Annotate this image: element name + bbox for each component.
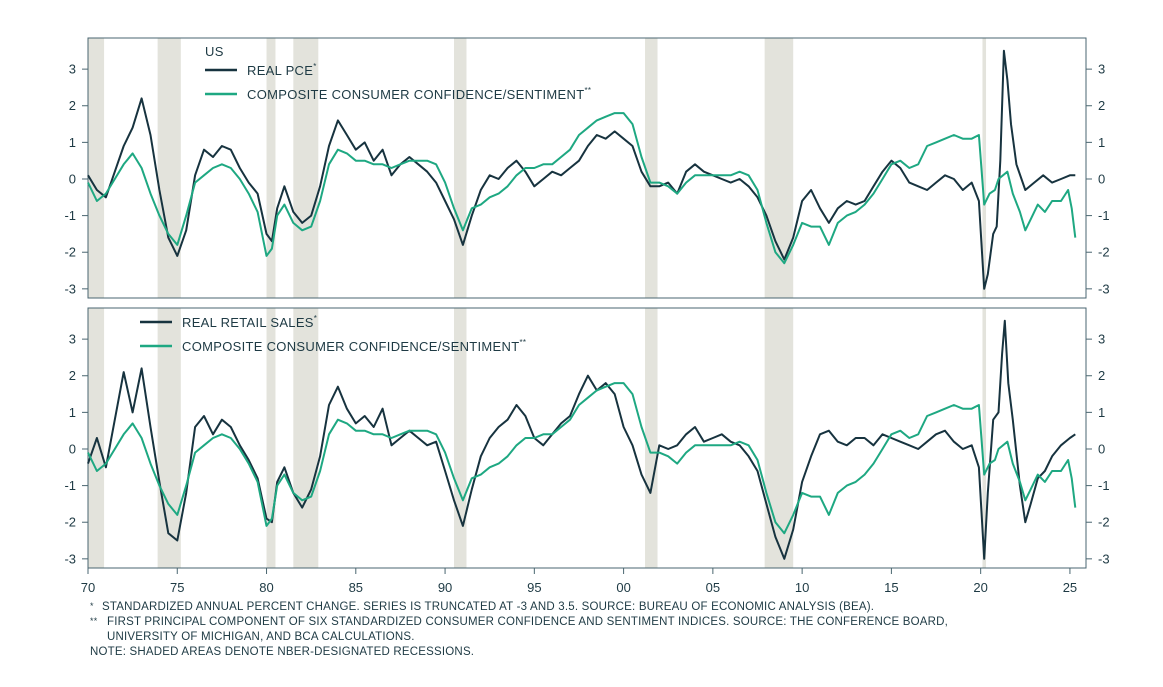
series-line-sentiment <box>87 112 1077 265</box>
legend-label-0: REAL RETAIL SALES* <box>182 314 317 330</box>
x-tick-label: 70 <box>81 580 95 595</box>
series-line-primary <box>87 49 1076 290</box>
y-tick-label-left: 2 <box>69 368 76 383</box>
footnotes: * STANDARDIZED ANNUAL PERCENT CHANGE. SE… <box>90 600 1090 660</box>
y-tick-label-right: 1 <box>1098 405 1105 420</box>
y-tick-label-right: 3 <box>1098 332 1105 347</box>
y-tick-label-left: -2 <box>64 515 76 530</box>
x-tick-label: 15 <box>884 580 898 595</box>
x-tick-label: 85 <box>349 580 363 595</box>
footnote-1: * STANDARDIZED ANNUAL PERCENT CHANGE. SE… <box>90 600 1090 615</box>
footnote-2-text-cont: UNIVERSITY OF MICHIGAN, AND BCA CALCULAT… <box>107 631 415 643</box>
recession-band-5 <box>645 38 658 298</box>
y-tick-label-right: -1 <box>1098 208 1110 223</box>
recession-band-3 <box>293 308 319 568</box>
plot-frame <box>87 307 1087 569</box>
footnote-1-text: STANDARDIZED ANNUAL PERCENT CHANGE. SERI… <box>102 601 875 613</box>
footnote-3: NOTE: SHADED AREAS DENOTE NBER-DESIGNATE… <box>90 645 1090 660</box>
y-tick-label-right: -3 <box>1098 551 1110 566</box>
recession-band-2 <box>266 308 276 568</box>
recession-band-6 <box>764 308 794 568</box>
x-tick-label: 75 <box>170 580 184 595</box>
y-tick-label-right: -3 <box>1098 281 1110 296</box>
y-tick-label-left: 1 <box>69 405 76 420</box>
y-tick-label-left: -1 <box>64 208 76 223</box>
footnote-3-text: NOTE: SHADED AREAS DENOTE NBER-DESIGNATE… <box>90 646 475 658</box>
x-tick-label: 00 <box>616 580 630 595</box>
y-tick-label-right: -2 <box>1098 245 1110 260</box>
recession-band-7 <box>982 38 987 298</box>
y-tick-label-left: -3 <box>64 281 76 296</box>
y-tick-label-right: 0 <box>1098 171 1105 186</box>
y-tick-label-left: 0 <box>69 441 76 456</box>
y-tick-label-left: -2 <box>64 245 76 260</box>
y-tick-label-right: 3 <box>1098 62 1105 77</box>
y-tick-label-left: 3 <box>69 332 76 347</box>
recession-band-4 <box>453 308 467 568</box>
recession-band-2 <box>266 38 276 298</box>
x-tick-label: 95 <box>527 580 541 595</box>
recession-band-5 <box>645 308 658 568</box>
recession-band-4 <box>453 38 467 298</box>
y-tick-label-left: 0 <box>69 171 76 186</box>
series-line-primary <box>87 319 1076 560</box>
footnote-2-continued: UNIVERSITY OF MICHIGAN, AND BCA CALCULAT… <box>90 630 1090 645</box>
footnote-2-mark: ** <box>90 616 98 626</box>
y-tick-label-right: 2 <box>1098 98 1105 113</box>
recession-band-0 <box>88 38 105 298</box>
y-tick-label-left: -1 <box>64 478 76 493</box>
x-tick-label: 10 <box>795 580 809 595</box>
x-axis: 70 75 80 85 90 95 00 05 10 15 20 25 <box>81 568 1077 595</box>
legend-marker-1: ** <box>519 338 526 347</box>
y-tick-label-right: 1 <box>1098 135 1105 150</box>
recession-band-1 <box>157 38 181 298</box>
legend-marker-0: * <box>314 314 317 323</box>
legend-marker-0: * <box>313 62 316 71</box>
panel-title: US <box>205 44 224 59</box>
x-tick-label: 25 <box>1063 580 1077 595</box>
recession-band-6 <box>764 38 794 298</box>
y-tick-label-right: -2 <box>1098 515 1110 530</box>
top-panel: -3 -3 -2 -2 -1 -1 0 0 1 1 2 2 3 3 US REAL PCE* COMPOSITE… <box>64 37 1110 299</box>
plot-frame <box>87 37 1087 299</box>
y-tick-label-left: -3 <box>64 551 76 566</box>
y-tick-label-right: 0 <box>1098 441 1105 456</box>
legend-marker-1: ** <box>584 86 591 95</box>
series-line-sentiment <box>87 382 1077 535</box>
x-tick-label: 05 <box>706 580 720 595</box>
x-tick-label: 80 <box>259 580 273 595</box>
footnote-2-text: FIRST PRINCIPAL COMPONENT OF SIX STANDAR… <box>107 616 949 628</box>
bottom-panel: -3 -3 -2 -2 -1 -1 0 0 1 1 2 2 3 3 REAL RETAIL SALES* CO… <box>64 307 1110 569</box>
recession-band-3 <box>293 38 319 298</box>
x-tick-label: 90 <box>438 580 452 595</box>
x-tick-label: 20 <box>973 580 987 595</box>
y-tick-label-left: 3 <box>69 62 76 77</box>
recession-band-7 <box>982 308 987 568</box>
y-tick-label-left: 2 <box>69 98 76 113</box>
y-tick-label-right: -1 <box>1098 478 1110 493</box>
legend-label-1: COMPOSITE CONSUMER CONFIDENCE/SENTIMENT*… <box>182 338 526 354</box>
y-tick-label-left: 1 <box>69 135 76 150</box>
legend-label-0: REAL PCE* <box>247 62 317 78</box>
footnote-2: ** FIRST PRINCIPAL COMPONENT OF SIX STAN… <box>90 615 1090 630</box>
footnote-1-mark: * <box>90 601 94 611</box>
legend-label-1: COMPOSITE CONSUMER CONFIDENCE/SENTIMENT*… <box>247 86 591 102</box>
y-tick-label-right: 2 <box>1098 368 1105 383</box>
